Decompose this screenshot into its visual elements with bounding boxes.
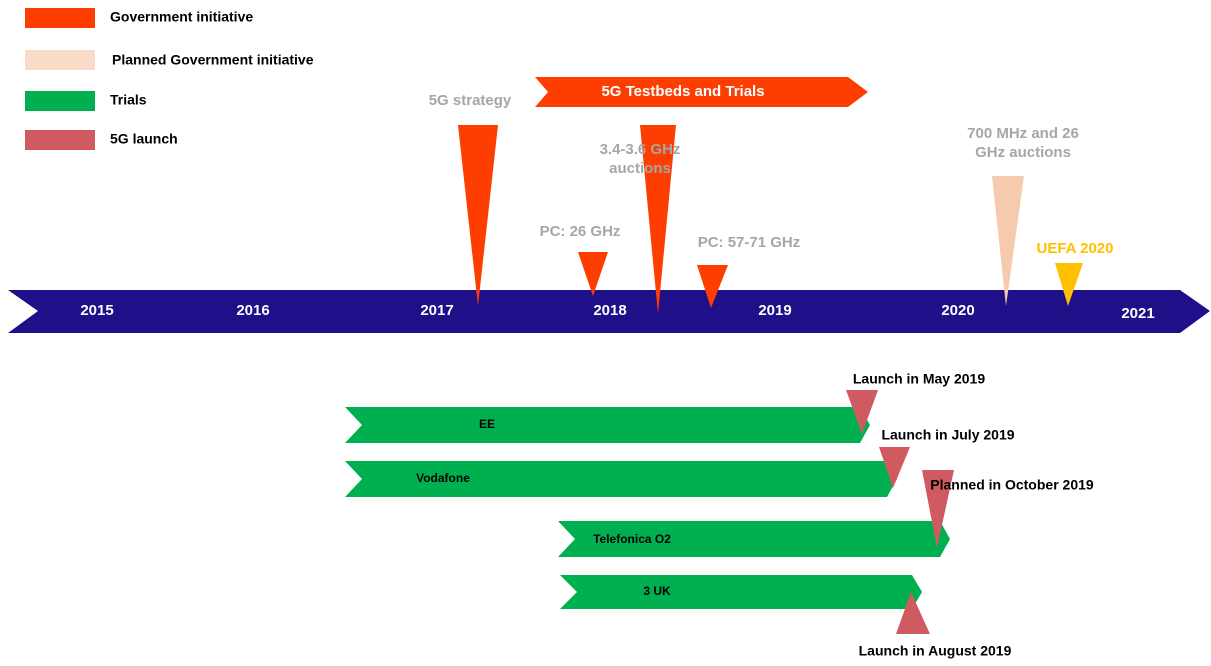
- trial-label: Telefonica O2: [593, 532, 671, 546]
- year-label: 2019: [758, 302, 791, 319]
- year-label: 2021: [1121, 305, 1154, 322]
- legend-swatch: [25, 130, 95, 150]
- legend-label: Planned Government initiative: [112, 52, 314, 68]
- event-label: auctions: [609, 160, 671, 177]
- trial-bar: [345, 407, 870, 443]
- launch-marker: [846, 390, 878, 434]
- year-label: 2017: [420, 302, 453, 319]
- trial-label: EE: [479, 417, 495, 431]
- launch-label: Launch in May 2019: [853, 371, 985, 387]
- event-label: PC: 57-71 GHz: [698, 234, 801, 251]
- year-label: 2020: [941, 302, 974, 319]
- launch-label: Launch in July 2019: [881, 427, 1014, 443]
- legend-label: Government initiative: [110, 9, 253, 25]
- legend-swatch: [25, 50, 95, 70]
- legend-swatch: [25, 91, 95, 111]
- trial-bar: [345, 461, 897, 497]
- trial-label: Vodafone: [416, 471, 470, 485]
- timeline-arrow: [8, 290, 1210, 333]
- trial-bar: [560, 575, 922, 609]
- year-label: 2018: [593, 302, 626, 319]
- program-arrow: [535, 77, 868, 107]
- program-label: 5G Testbeds and Trials: [601, 83, 764, 100]
- event-marker: [1055, 263, 1083, 306]
- event-label: 3.4-3.6 GHz: [600, 141, 681, 158]
- launch-label: Launch in August 2019: [859, 643, 1012, 659]
- event-label: 5G strategy: [429, 92, 512, 109]
- event-label: UEFA 2020: [1037, 240, 1114, 257]
- launch-marker: [922, 470, 954, 548]
- legend-label: Trials: [110, 92, 147, 108]
- event-marker: [992, 176, 1024, 306]
- legend-label: 5G launch: [110, 131, 178, 147]
- event-label: 700 MHz and 26: [967, 125, 1079, 142]
- event-label: GHz auctions: [975, 144, 1071, 161]
- event-marker: [640, 125, 676, 314]
- trial-label: 3 UK: [643, 584, 671, 598]
- launch-marker: [896, 592, 930, 634]
- trial-bar: [558, 521, 950, 557]
- legend-swatch: [25, 8, 95, 28]
- launch-marker: [879, 447, 910, 488]
- year-label: 2015: [80, 302, 113, 319]
- event-label: PC: 26 GHz: [540, 223, 621, 240]
- event-marker: [697, 265, 728, 308]
- launch-label: Planned in October 2019: [930, 477, 1094, 493]
- year-label: 2016: [236, 302, 269, 319]
- event-marker: [578, 252, 608, 296]
- event-marker: [458, 125, 498, 306]
